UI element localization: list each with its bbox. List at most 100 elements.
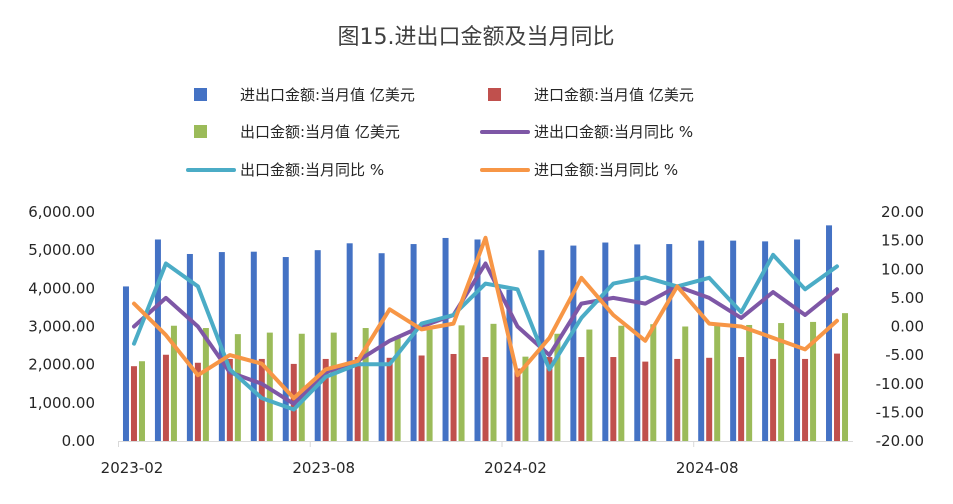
- legend-label: 进出口金额:当月同比 %: [534, 123, 693, 141]
- bar: [826, 225, 833, 441]
- y-left-tick-label: 4,000.00: [28, 279, 95, 297]
- bar: [122, 286, 129, 441]
- bar: [138, 361, 145, 441]
- bar: [834, 353, 841, 441]
- bar: [482, 357, 489, 441]
- bar: [490, 323, 497, 441]
- chart-title: 图15.进出口金额及当月同比: [338, 25, 615, 50]
- bar: [650, 324, 657, 441]
- bar: [794, 239, 801, 441]
- x-tick-label: 2024-02: [484, 459, 547, 477]
- bar: [322, 358, 329, 441]
- bar: [522, 356, 529, 441]
- bar: [386, 357, 393, 441]
- x-tick-label: 2024-08: [676, 459, 739, 477]
- bar: [162, 354, 169, 441]
- line-series: [132, 252, 839, 412]
- bar: [170, 325, 177, 441]
- bar: [282, 257, 289, 441]
- y-right-tick-label: 0.00: [891, 318, 924, 336]
- y-left-tick-label: 2,000.00: [28, 356, 95, 374]
- bar: [674, 358, 681, 441]
- bar: [602, 242, 609, 441]
- bar: [354, 357, 361, 441]
- bar: [714, 323, 721, 441]
- bar: [506, 289, 513, 441]
- legend-label: 进口金额:当月同比 %: [534, 161, 678, 179]
- bar: [554, 333, 561, 441]
- bar: [578, 357, 585, 441]
- y-right-tick-label: 10.00: [881, 260, 924, 278]
- bar: [762, 241, 769, 441]
- line-series: [132, 235, 839, 401]
- bar: [778, 323, 785, 441]
- y-left-tick-label: 6,000.00: [28, 203, 95, 221]
- x-tick-label: 2023-08: [292, 459, 355, 477]
- bar: [842, 313, 849, 441]
- bar: [682, 326, 689, 441]
- y-right-tick-label: -20.00: [876, 432, 924, 450]
- bar: [130, 366, 137, 441]
- y-left-tick-label: 5,000.00: [28, 241, 95, 259]
- bar: [546, 357, 553, 441]
- y-left-tick-label: 1,000.00: [28, 394, 95, 412]
- y-right-tick-label: -15.00: [876, 403, 924, 421]
- y-right-tick-label: -10.00: [876, 375, 924, 393]
- bar: [730, 240, 737, 441]
- legend-swatch: [194, 125, 207, 138]
- x-tick-label: 2023-02: [101, 459, 164, 477]
- bar: [154, 239, 161, 441]
- y-left-tick-label: 3,000.00: [28, 318, 95, 336]
- bar: [570, 245, 577, 441]
- bar: [634, 244, 641, 441]
- legend-label: 出口金额:当月同比 %: [240, 161, 384, 179]
- bar: [514, 368, 521, 441]
- bar: [610, 357, 617, 441]
- bar: [330, 332, 337, 441]
- bar: [802, 358, 809, 441]
- legend-label: 出口金额:当月值 亿美元: [240, 123, 400, 141]
- axes: [118, 441, 853, 447]
- bar: [442, 237, 449, 441]
- bar: [666, 244, 673, 441]
- bar: [770, 358, 777, 441]
- bar: [410, 244, 417, 441]
- bar: [474, 239, 481, 441]
- legend-label: 进出口金额:当月值 亿美元: [240, 86, 415, 104]
- bar: [186, 253, 193, 441]
- y-right-tick-label: 5.00: [891, 289, 924, 307]
- legend-label: 进口金额:当月值 亿美元: [534, 86, 694, 104]
- bar: [362, 328, 369, 441]
- bar: [194, 362, 201, 441]
- bar: [738, 357, 745, 441]
- bar: [298, 333, 305, 441]
- y-right-tick-label: -5.00: [885, 346, 924, 364]
- tick-labels: 0.00 1,000.00 2,000.00 3,000.00 4,000.00 5,00…: [28, 203, 924, 477]
- bar: [698, 240, 705, 441]
- bar: [642, 361, 649, 441]
- y-right-tick-label: 15.00: [881, 232, 924, 250]
- line-series-group: [132, 235, 839, 412]
- line-series: [132, 261, 839, 406]
- legend-swatch: [488, 88, 501, 101]
- y-right-tick-label: 20.00: [881, 203, 924, 221]
- bar: [458, 325, 465, 441]
- bar: [234, 334, 241, 441]
- bar: [706, 357, 713, 441]
- y-left-tick-label: 0.00: [62, 432, 95, 450]
- bar: [426, 329, 433, 441]
- bar: [746, 324, 753, 441]
- bar: [314, 250, 321, 441]
- bar: [450, 353, 457, 441]
- legend-swatch: [194, 88, 207, 101]
- bar: [394, 336, 401, 441]
- bar: [202, 328, 209, 441]
- bar: [250, 251, 257, 441]
- bar: [226, 358, 233, 441]
- bar: [618, 325, 625, 441]
- bar: [586, 329, 593, 441]
- bar: [810, 321, 817, 441]
- bar: [346, 243, 353, 441]
